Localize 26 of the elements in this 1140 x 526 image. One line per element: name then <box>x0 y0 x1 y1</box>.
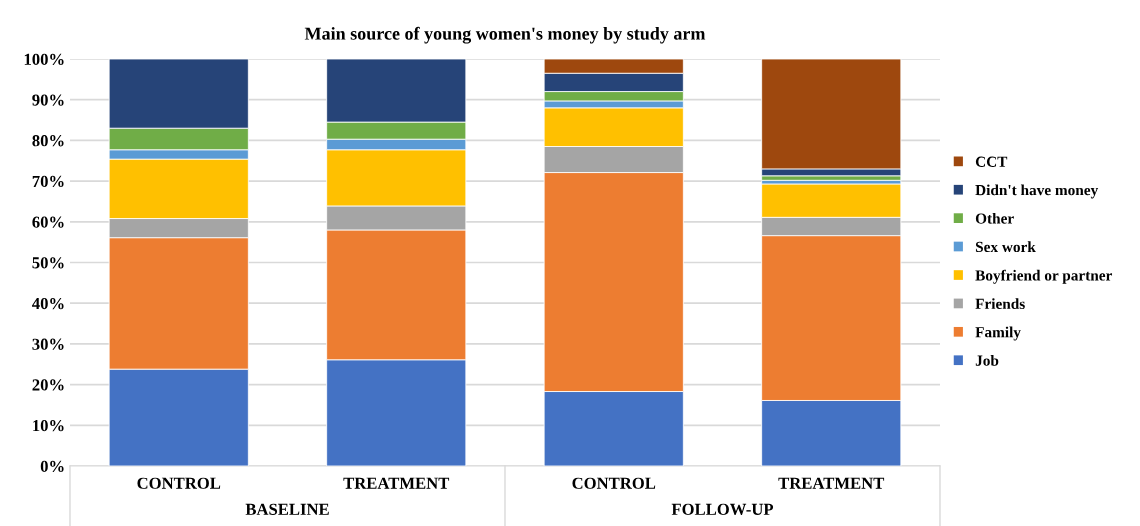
y-tick-label: 10% <box>33 420 64 432</box>
legend-label: Didn't have money <box>975 184 1099 199</box>
y-tick-label: 20% <box>32 379 64 391</box>
legend-label: Family <box>975 326 1021 341</box>
x-tick-label: CONTROL <box>572 477 656 489</box>
legend-label: Other <box>975 212 1014 224</box>
text: FOLLOW-UP <box>671 503 774 516</box>
y-tick-label: 60% <box>32 216 64 228</box>
y-tick-label: 80% <box>32 135 64 147</box>
y-tick-label: 40% <box>32 297 64 310</box>
y-tick-label: 50% <box>32 257 64 269</box>
y-tick-label: 30% <box>32 338 64 350</box>
x-tick-label: TREATMENT <box>778 477 885 489</box>
y-tick-label: 100% <box>24 53 64 65</box>
y-tick-label: 90% <box>32 94 64 106</box>
x-tick-label: CONTROL <box>137 477 221 489</box>
chart-title: Main source of young women's money by study arm <box>304 26 706 44</box>
x-tick-label: TREATMENT <box>343 477 450 489</box>
y-tick-label: 70% <box>32 175 64 188</box>
legend-label: Boyfriend or partner <box>975 269 1113 284</box>
legend-label: Friends <box>975 298 1025 309</box>
text: BASELINE <box>245 503 329 515</box>
legend-label: Sex work <box>975 241 1036 253</box>
legend-label: Job <box>975 355 999 366</box>
y-tick-label: 0% <box>40 460 64 472</box>
legend-label: CCT <box>975 156 1008 167</box>
